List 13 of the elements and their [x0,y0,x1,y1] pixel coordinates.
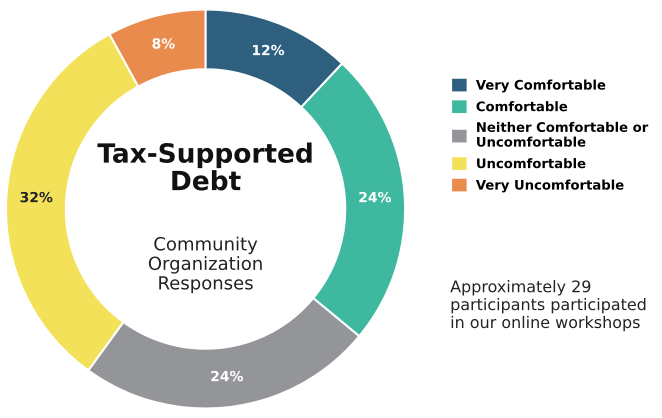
legend-label: Very Uncomfortable [476,180,624,192]
data-label: 24% [359,192,392,202]
data-label: 12% [252,44,284,56]
legend-label: Neither Comfortable or Uncomfortable [477,122,648,147]
legend-label: Very Comfortable [476,80,606,92]
data-label: 32% [20,192,52,202]
text: Approximately 29 participants participated in our online workshops [450,280,646,332]
legend-label: Uncomfortable [477,158,586,168]
data-label: 8% [152,38,175,49]
text: Community Organization Responses [148,236,262,294]
legend-label: Comfortable [476,101,568,112]
text: Tax-Supported Debt [97,142,312,191]
data-label: 24% [211,370,243,382]
